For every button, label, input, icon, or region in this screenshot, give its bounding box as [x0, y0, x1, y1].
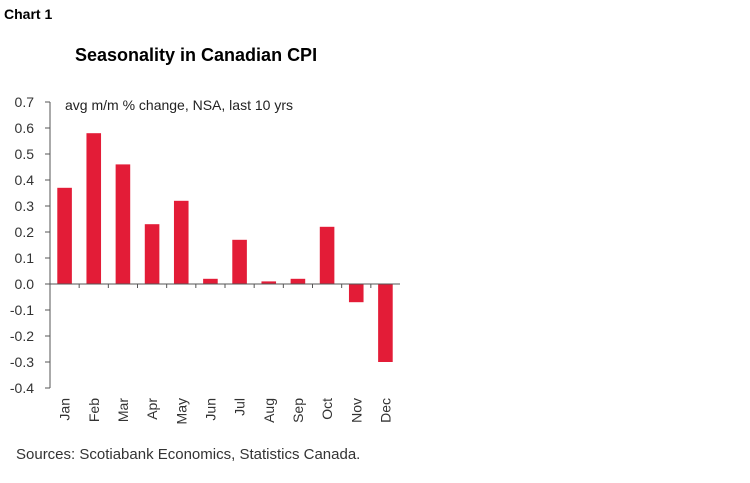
chart-subtitle: avg m/m % change, NSA, last 10 yrs — [65, 97, 293, 113]
bar-aug — [261, 281, 277, 284]
bar-mar — [115, 164, 131, 284]
y-axis-ticks: 0.7 0.6 0.5 0.4 0.3 0.2 0.1 0.0 -0.1 -0.2 -0.3 -0.4 — [10, 94, 34, 396]
bar-may — [173, 200, 189, 284]
bar-feb — [86, 133, 102, 284]
y-tick-label: 0.2 — [15, 224, 35, 240]
y-tick-label: 0.5 — [15, 146, 35, 162]
x-tick-label: May — [173, 398, 189, 424]
bar-nov — [348, 284, 364, 303]
chart-title: Seasonality in Canadian CPI — [75, 45, 318, 65]
bar-jul — [232, 239, 247, 284]
y-tick-label: -0.2 — [10, 328, 34, 344]
x-tick-label: Nov — [348, 398, 364, 423]
x-tick-label: Sep — [290, 398, 306, 423]
sources-note: Sources: Scotiabank Economics, Statistic… — [16, 446, 361, 463]
x-tick-label: Oct — [319, 398, 335, 420]
y-tick-label: 0.6 — [15, 120, 35, 136]
y-tick-label: 0.0 — [15, 276, 35, 292]
x-axis-labels: Jan Feb Mar Apr May Jun Jul Aug Sep Oct Nov Dec — [57, 398, 394, 425]
x-tick-label: Mar — [115, 398, 131, 422]
bars — [57, 133, 393, 362]
x-tick-label: Dec — [377, 398, 393, 423]
bar-apr — [144, 224, 160, 284]
bar-sep — [290, 278, 306, 284]
y-tick-label: 0.1 — [15, 250, 35, 266]
chart-label: Chart 1 — [4, 6, 53, 22]
y-tick-label: 0.3 — [15, 198, 35, 214]
bar-dec — [378, 284, 393, 362]
x-tick-label: Aug — [261, 398, 277, 423]
bar-chart: 0.7 0.6 0.5 0.4 0.3 0.2 0.1 0.0 -0.1 -0.2 -0.3 -0.4… — [10, 94, 400, 425]
bar-jun — [203, 278, 218, 284]
x-tick-label: Jan — [57, 398, 73, 421]
y-tick-label: -0.1 — [10, 302, 34, 318]
x-tick-label: Jul — [232, 398, 248, 416]
x-tick-label: Apr — [144, 398, 160, 420]
x-tick-label: Feb — [86, 398, 102, 422]
y-tick-label: -0.3 — [10, 354, 34, 370]
bar-oct — [319, 226, 335, 284]
y-tick-label: 0.4 — [15, 172, 35, 188]
x-tick-label: Jun — [202, 398, 218, 421]
bar-jan — [57, 187, 72, 284]
axes — [45, 101, 400, 389]
y-tick-label: -0.4 — [10, 380, 34, 396]
y-tick-label: 0.7 — [15, 94, 35, 110]
